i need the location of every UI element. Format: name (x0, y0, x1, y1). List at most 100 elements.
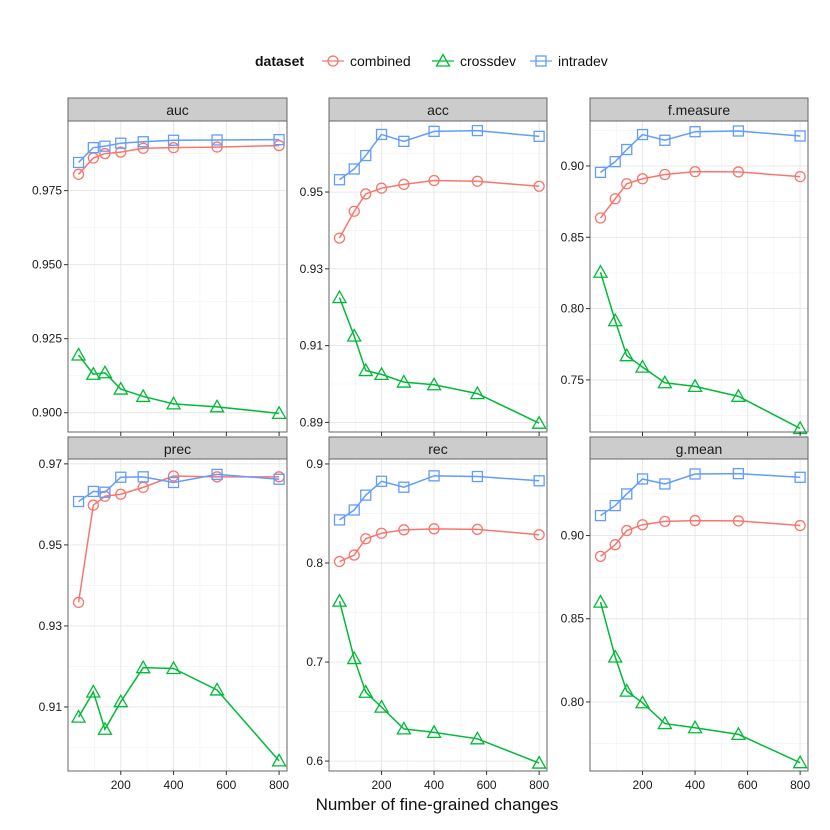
data-point-combined (137, 142, 149, 154)
data-point-combined (794, 519, 806, 532)
data-point-intradev (360, 149, 372, 162)
x-tick-label: 200 (372, 778, 392, 792)
series-crossdev-prec (70, 659, 287, 767)
data-point-combined (794, 170, 806, 183)
series-line-combined (77, 144, 280, 175)
y-tick-label: 0.80 (561, 695, 585, 709)
data-point-intradev (72, 495, 85, 508)
x-tick-label: 800 (790, 778, 810, 792)
data-point-intradev (137, 471, 149, 483)
series-line-crossdev (599, 601, 801, 764)
x-axis-title: Number of fine-grained changes (316, 795, 559, 814)
data-point-intradev (375, 128, 388, 141)
data-point-combined (398, 178, 410, 191)
grid-rec (329, 459, 547, 771)
data-point-intradev (533, 130, 545, 143)
data-point-combined (72, 596, 85, 609)
data-point-combined (689, 514, 701, 527)
y-tick-label: 0.9 (306, 457, 323, 471)
data-point-combined (636, 173, 649, 185)
plot-area-auc (68, 121, 287, 432)
data-point-crossdev (619, 683, 635, 697)
data-point-crossdev (687, 719, 703, 734)
plot-area-g.mean (590, 459, 808, 771)
legend-marker-intradev (535, 55, 547, 67)
data-point-intradev (659, 134, 671, 146)
data-point-combined (99, 147, 111, 160)
data-point-crossdev (592, 264, 609, 278)
data-point-intradev (732, 467, 745, 480)
data-point-combined (273, 139, 285, 152)
series-crossdev-auc (70, 347, 287, 419)
data-point-crossdev (373, 699, 390, 713)
plot-area-rec (329, 459, 547, 771)
series-combined-g.mean (594, 514, 806, 562)
data-point-intradev (99, 486, 111, 498)
x-tick-label: 600 (477, 778, 497, 792)
x-tick-label: 600 (738, 778, 758, 792)
panel-border-prec (67, 458, 288, 772)
series-line-intradev (600, 130, 801, 173)
data-point-crossdev (687, 378, 703, 392)
data-point-intradev (398, 481, 410, 493)
panels: auc 0.900 0.925 0.950 0.975 acc 0.89 0.91 0.93 0.… (32, 97, 810, 792)
series-intradev-rec (333, 470, 545, 526)
data-point-combined (333, 232, 346, 244)
series-intradev-f.measure (594, 125, 806, 179)
grid-prec (68, 459, 287, 771)
data-point-crossdev (657, 374, 673, 389)
series-intradev-acc (333, 124, 545, 186)
data-point-crossdev (396, 721, 412, 735)
data-point-crossdev (619, 347, 635, 362)
y-tick-label: 0.80 (561, 302, 585, 316)
series-intradev-g.mean (594, 467, 806, 522)
data-point-crossdev (346, 328, 362, 342)
data-point-intradev (594, 166, 607, 179)
series-line-combined (599, 170, 801, 219)
series-line-intradev (78, 473, 280, 503)
data-point-crossdev (113, 693, 129, 708)
strip-label-prec: prec (164, 441, 191, 457)
y-tick-label: 0.85 (561, 230, 585, 244)
strip-label-f.measure: f.measure (668, 102, 730, 118)
data-point-intradev (87, 485, 99, 498)
panel-border-f.measure (589, 120, 809, 433)
series-crossdev-acc (331, 289, 547, 429)
legend-item-combined: combined (322, 53, 411, 69)
data-point-intradev (659, 478, 671, 490)
y-tick-label: 0.75 (561, 373, 585, 387)
data-point-intradev (273, 473, 285, 485)
data-point-intradev (375, 475, 388, 487)
y-tick-label: 0.85 (561, 612, 585, 626)
panel-border-auc (67, 120, 288, 433)
data-point-crossdev (373, 366, 390, 381)
data-point-intradev (333, 174, 346, 186)
data-point-crossdev (331, 593, 348, 607)
data-point-intradev (115, 471, 127, 483)
data-point-intradev (99, 140, 111, 152)
data-point-intradev (621, 488, 633, 500)
data-point-crossdev (271, 753, 287, 767)
data-point-intradev (398, 135, 410, 147)
series-line-combined (339, 528, 540, 563)
y-tick-label: 0.91 (300, 339, 324, 353)
data-point-crossdev (70, 347, 87, 361)
data-point-intradev (621, 143, 633, 156)
series-line-crossdev (338, 297, 540, 424)
data-point-combined (689, 165, 701, 178)
data-point-combined (87, 499, 99, 511)
data-point-crossdev (135, 659, 151, 674)
y-tick-label: 0.95 (39, 538, 63, 552)
data-point-crossdev (607, 649, 623, 663)
data-point-crossdev (209, 399, 225, 413)
data-point-combined (428, 523, 440, 535)
y-tick-label: 0.8 (306, 556, 323, 570)
data-point-crossdev (271, 405, 287, 419)
legend-marker-combined (327, 55, 339, 67)
data-point-combined (533, 529, 545, 541)
data-point-crossdev (607, 312, 623, 327)
series-line-combined (77, 475, 280, 603)
data-point-intradev (594, 509, 607, 522)
x-tick-label: 400 (685, 778, 705, 792)
